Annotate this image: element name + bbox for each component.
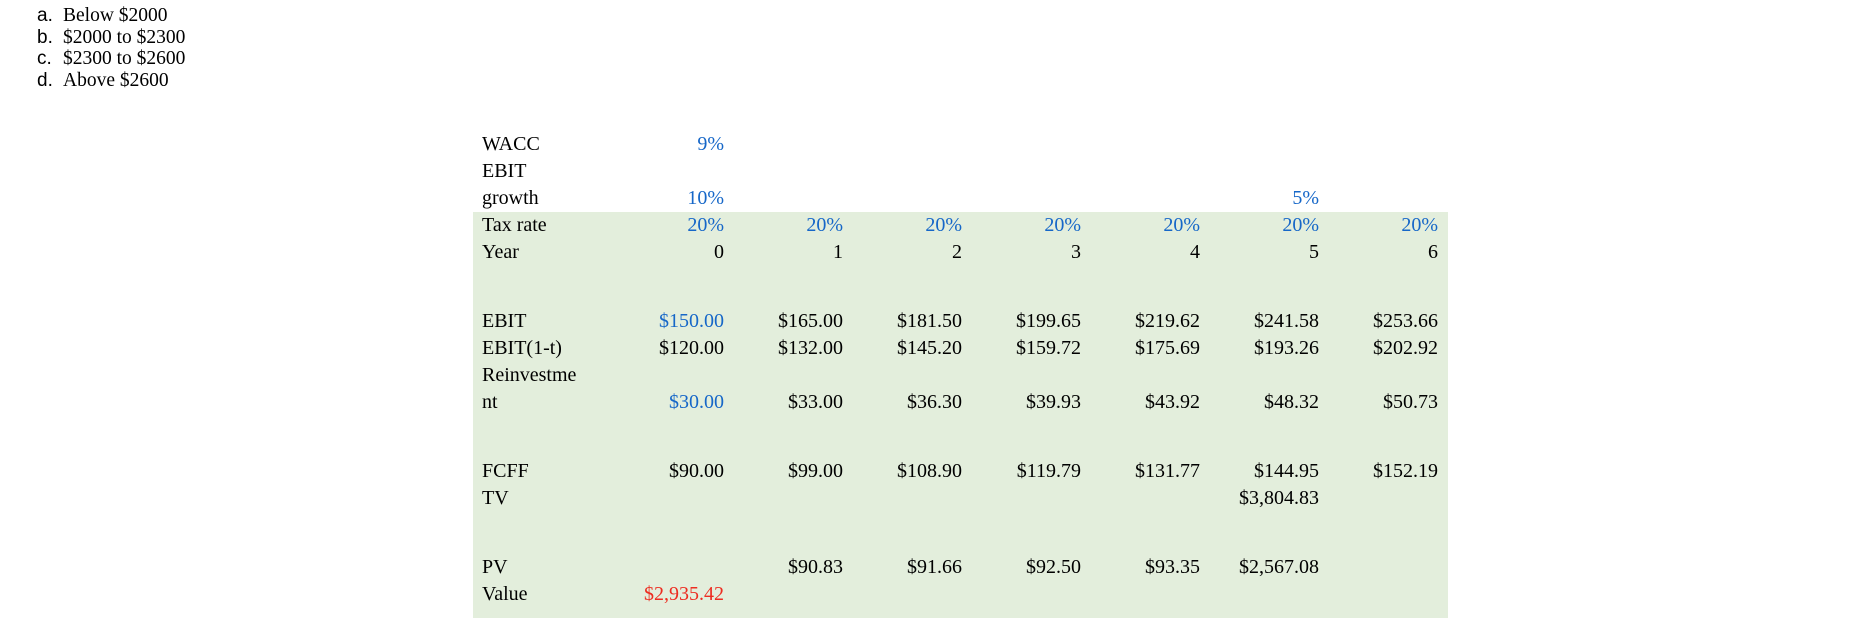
row-label-reinvestment-label: Reinvestme <box>482 364 577 386</box>
cell-reinvestment-col3: $39.93 <box>1026 391 1081 413</box>
spreadsheet-highlighted-region: Tax rate 20% 20% 20% 20% 20% 20% 20% Year 0 1 2 3 4 5 6… <box>473 212 1448 618</box>
cell-ebit-col0: $150.00 <box>659 310 724 332</box>
cell-year-col2: 2 <box>952 241 962 263</box>
option-marker: d. <box>37 69 53 91</box>
cell-ebit-col2: $181.50 <box>897 310 962 332</box>
sheet-row-ebit-after-tax: EBIT(1-t) $120.00 $132.00 $145.20 $159.72 $17… <box>473 335 1448 362</box>
answer-option-b: b. $2000 to $2300 <box>37 27 185 49</box>
cell-year-col0: 0 <box>714 241 724 263</box>
cell-tv-col5: $3,804.83 <box>1239 487 1319 509</box>
row-label-year: Year <box>482 241 519 263</box>
option-text: $2300 to $2600 <box>63 48 186 69</box>
cell-tax-rate-col2: 20% <box>925 214 962 236</box>
sheet-row-tax-rate: Tax rate 20% 20% 20% 20% 20% 20% 20% <box>473 212 1448 239</box>
cell-growth-col5: 5% <box>1292 187 1319 209</box>
cell-growth-col0: 10% <box>687 187 724 209</box>
sheet-row-reinvestment: nt $30.00 $33.00 $36.30 $39.93 $43.92 $48.32 $5… <box>473 389 1448 416</box>
cell-ebit-after-tax-col4: $175.69 <box>1135 337 1200 359</box>
cell-pv-col3: $92.50 <box>1026 556 1081 578</box>
cell-ebit-col6: $253.66 <box>1373 310 1438 332</box>
option-text: Below $2000 <box>63 5 168 26</box>
cell-reinvestment-col2: $36.30 <box>907 391 962 413</box>
cell-ebit-after-tax-col5: $193.26 <box>1254 337 1319 359</box>
cell-fcff-col6: $152.19 <box>1373 460 1438 482</box>
cell-reinvestment-col1: $33.00 <box>788 391 843 413</box>
sheet-row-ebit-growth-label: EBIT <box>473 158 1448 185</box>
row-label-fcff: FCFF <box>482 460 529 482</box>
cell-ebit-col3: $199.65 <box>1016 310 1081 332</box>
cell-ebit-after-tax-col3: $159.72 <box>1016 337 1081 359</box>
answer-options: a. Below $2000 b. $2000 to $2300 c. $2300 t… <box>37 5 185 91</box>
row-label-growth: growth <box>482 187 539 209</box>
cell-year-col1: 1 <box>833 241 843 263</box>
cell-wacc-col0: 9% <box>697 133 724 155</box>
cell-tax-rate-col1: 20% <box>806 214 843 236</box>
cell-reinvestment-col6: $50.73 <box>1383 391 1438 413</box>
sheet-row-spacer-2 <box>473 416 1448 458</box>
row-label-tv: TV <box>482 487 509 509</box>
option-marker: a. <box>37 5 53 26</box>
row-label-reinvestment: nt <box>482 391 498 413</box>
sheet-row-reinvestment-label: Reinvestme <box>473 362 1448 389</box>
row-label-ebit: EBIT <box>482 310 527 332</box>
cell-fcff-col4: $131.77 <box>1135 460 1200 482</box>
row-label-value: Value <box>482 583 528 605</box>
sheet-row-year: Year 0 1 2 3 4 5 6 <box>473 239 1448 266</box>
cell-pv-col4: $93.35 <box>1145 556 1200 578</box>
cell-fcff-col1: $99.00 <box>788 460 843 482</box>
answer-option-c: c. $2300 to $2600 <box>37 48 185 70</box>
sheet-row-fcff: FCFF $90.00 $99.00 $108.90 $119.79 $131.77 $14… <box>473 458 1448 485</box>
sheet-row-wacc: WACC 9% <box>473 131 1448 158</box>
cell-reinvestment-col5: $48.32 <box>1264 391 1319 413</box>
cell-ebit-after-tax-col2: $145.20 <box>897 337 962 359</box>
cell-fcff-col3: $119.79 <box>1016 460 1081 482</box>
cell-year-col4: 4 <box>1190 241 1200 263</box>
cell-ebit-after-tax-col6: $202.92 <box>1373 337 1438 359</box>
cell-year-col3: 3 <box>1071 241 1081 263</box>
cell-pv-col1: $90.83 <box>788 556 843 578</box>
cell-ebit-after-tax-col1: $132.00 <box>778 337 843 359</box>
sheet-row-spacer-1 <box>473 266 1448 308</box>
cell-value-col0: $2,935.42 <box>644 583 724 605</box>
sheet-row-pv: PV $90.83 $91.66 $92.50 $93.35 $2,567.08 <box>473 554 1448 581</box>
cell-tax-rate-col3: 20% <box>1044 214 1081 236</box>
cell-fcff-col0: $90.00 <box>669 460 724 482</box>
row-label-tax-rate: Tax rate <box>482 214 547 236</box>
cell-ebit-col1: $165.00 <box>778 310 843 332</box>
cell-ebit-col5: $241.58 <box>1254 310 1319 332</box>
cell-reinvestment-col4: $43.92 <box>1145 391 1200 413</box>
valuation-spreadsheet: WACC 9% EBIT growth 10% 5% Tax rate 20% 20% 20% 2… <box>473 131 1448 618</box>
cell-reinvestment-col0: $30.00 <box>669 391 724 413</box>
sheet-row-tv: TV $3,804.83 <box>473 485 1448 512</box>
row-label-pv: PV <box>482 556 508 578</box>
answer-option-d: d. Above $2600 <box>37 70 185 92</box>
spreadsheet-assumption-rows: WACC 9% EBIT growth 10% 5% <box>473 131 1448 212</box>
option-marker: c. <box>37 48 52 69</box>
sheet-row-spacer-3 <box>473 512 1448 554</box>
cell-tax-rate-col4: 20% <box>1163 214 1200 236</box>
cell-fcff-col5: $144.95 <box>1254 460 1319 482</box>
row-label-ebit-after-tax: EBIT(1-t) <box>482 337 562 359</box>
cell-pv-col2: $91.66 <box>907 556 962 578</box>
cell-tax-rate-col6: 20% <box>1401 214 1438 236</box>
sheet-row-ebit: EBIT $150.00 $165.00 $181.50 $199.65 $219.62 $… <box>473 308 1448 335</box>
option-marker: b. <box>37 26 53 48</box>
cell-year-col6: 6 <box>1428 241 1438 263</box>
option-text: $2000 to $2300 <box>63 26 186 48</box>
row-label-ebit-growth-label: EBIT <box>482 160 527 182</box>
cell-fcff-col2: $108.90 <box>897 460 962 482</box>
row-label-wacc: WACC <box>482 133 540 155</box>
sheet-row-value: Value $2,935.42 <box>473 581 1448 608</box>
cell-tax-rate-col0: 20% <box>687 214 724 236</box>
cell-pv-col5: $2,567.08 <box>1239 556 1319 578</box>
cell-tax-rate-col5: 20% <box>1282 214 1319 236</box>
cell-ebit-after-tax-col0: $120.00 <box>659 337 724 359</box>
answer-option-a: a. Below $2000 <box>37 5 185 27</box>
cell-ebit-col4: $219.62 <box>1135 310 1200 332</box>
option-text: Above $2600 <box>63 69 169 91</box>
cell-year-col5: 5 <box>1309 241 1319 263</box>
sheet-row-growth: growth 10% 5% <box>473 185 1448 212</box>
